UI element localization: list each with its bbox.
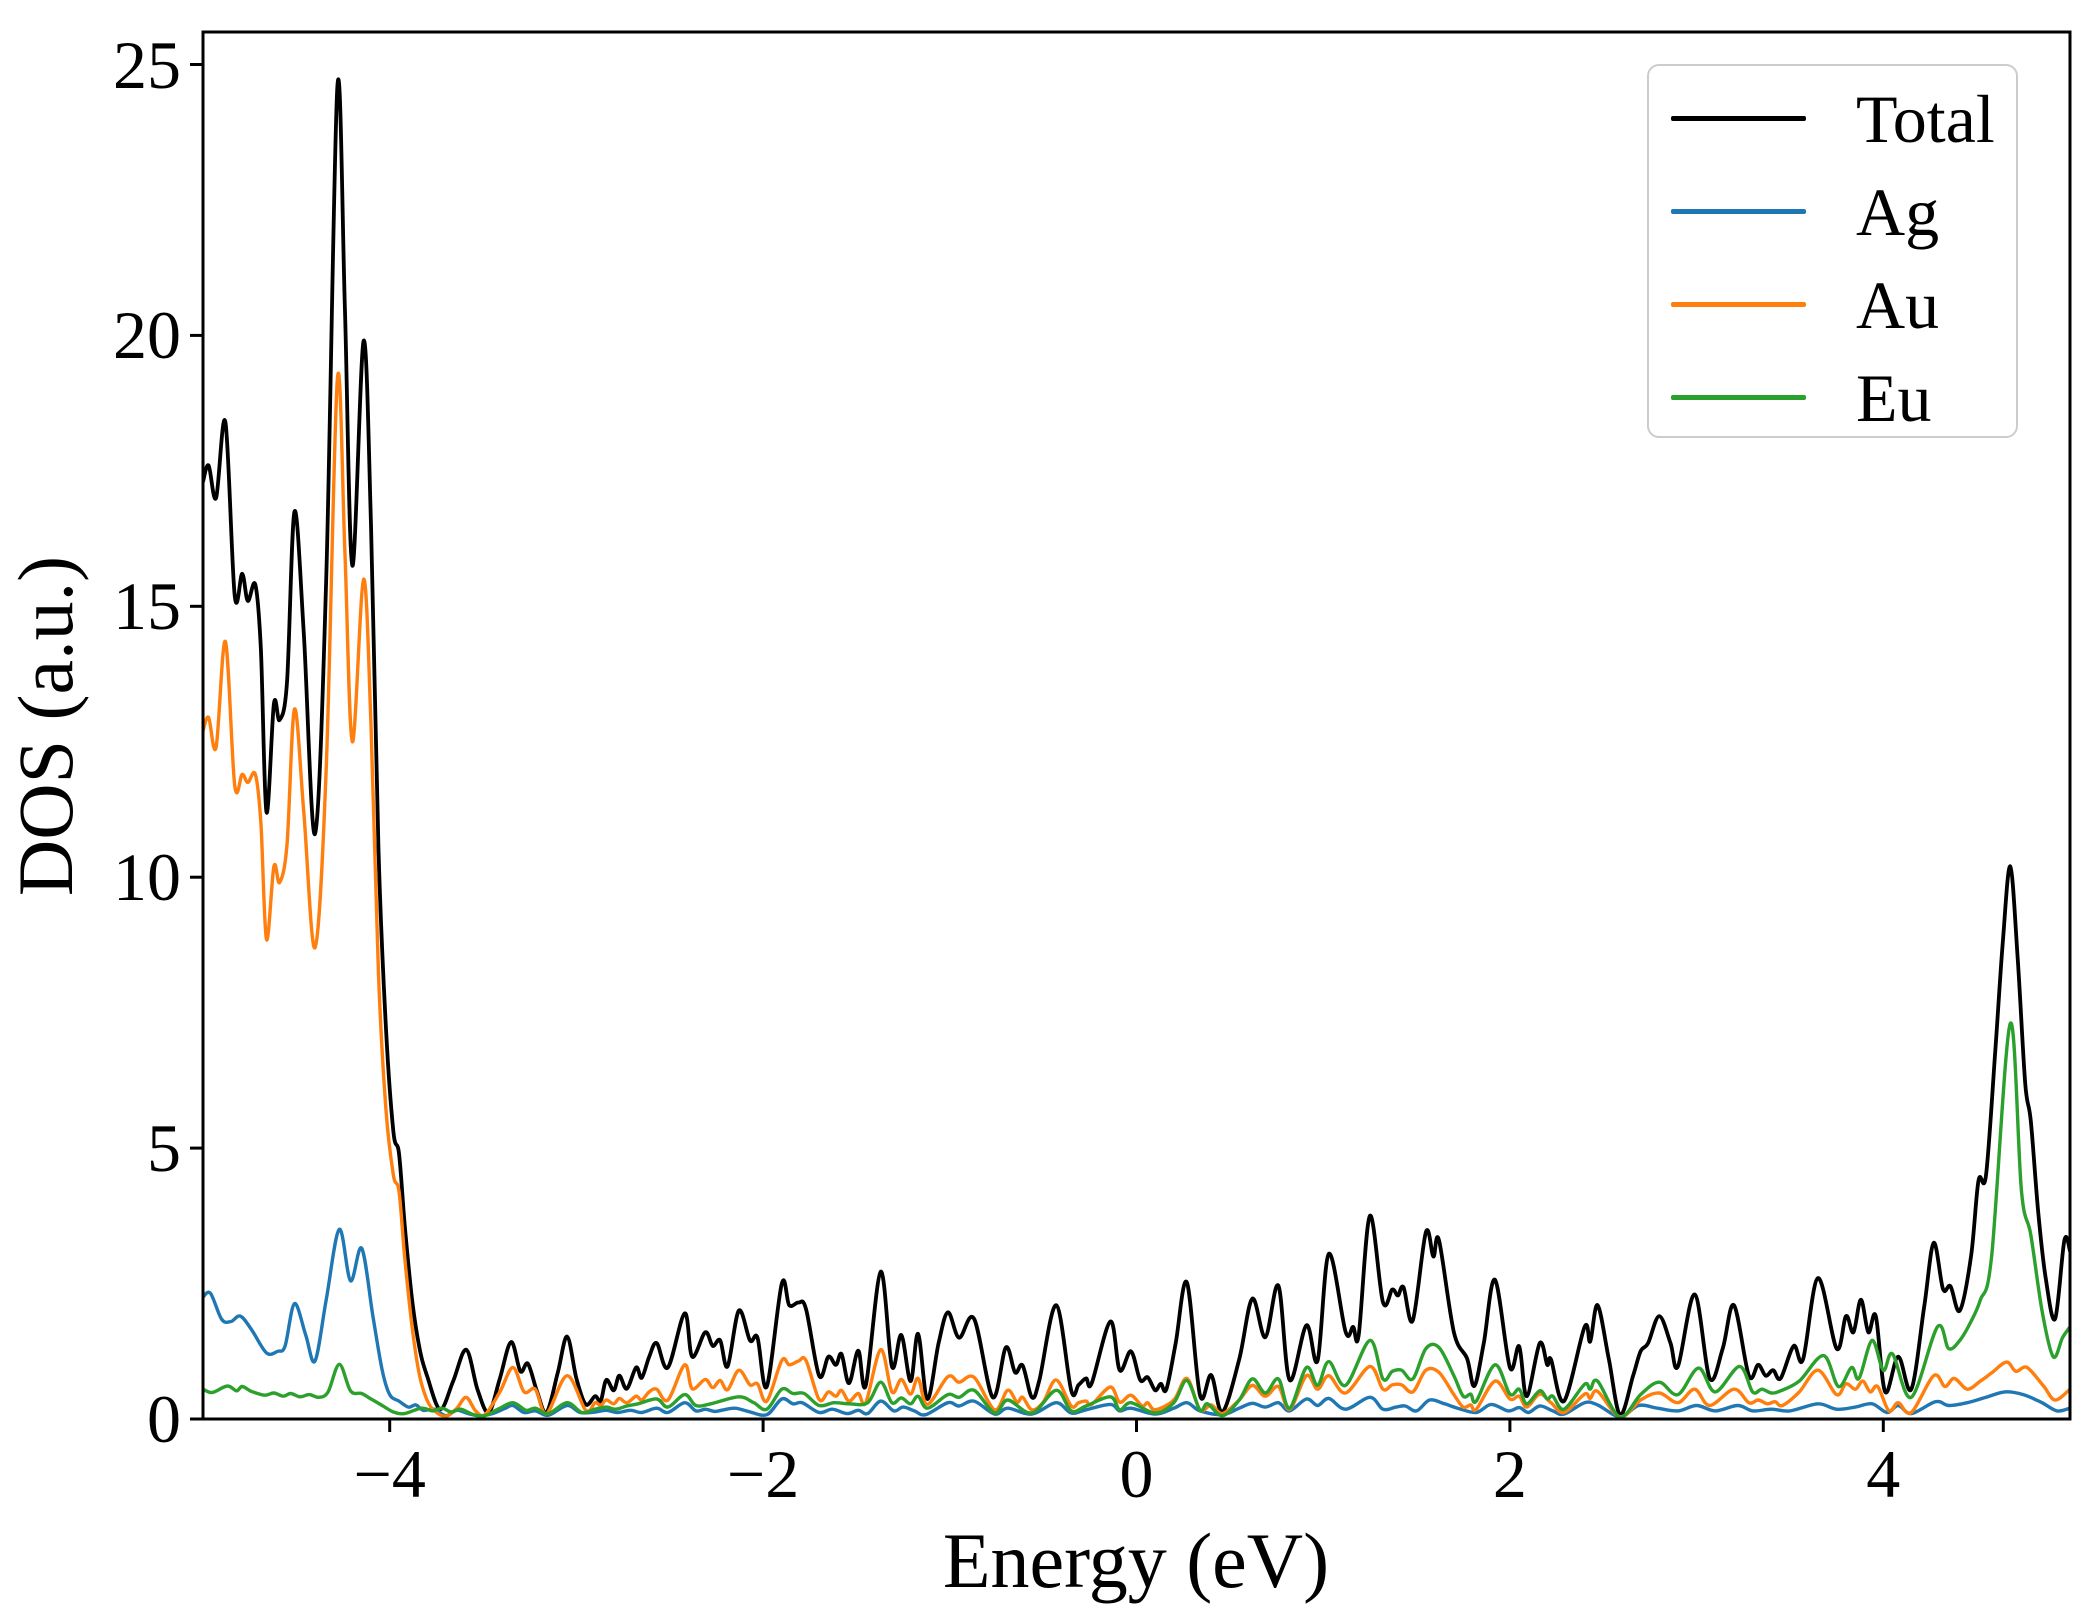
x-tick-label: 2: [1492, 1436, 1527, 1512]
legend-label: Eu: [1856, 359, 1932, 436]
series-line-au: [203, 371, 2070, 1419]
x-tick-label: 0: [1119, 1436, 1154, 1512]
legend-line-sample: [1671, 209, 1806, 214]
axis-ticks: [190, 63, 1885, 1432]
y-tick-label: 10: [113, 839, 181, 916]
x-tick-label: 4: [1866, 1436, 1901, 1512]
legend-entry-ag: Ag: [1649, 165, 2016, 258]
legend-entry-total: Total: [1649, 72, 2016, 165]
y-tick-label: 15: [113, 568, 181, 645]
legend-line-sample: [1671, 116, 1806, 121]
y-axis-label: DOS (a.u.): [2, 555, 89, 897]
y-tick-label: 0: [147, 1381, 181, 1457]
legend-entry-eu: Eu: [1649, 351, 2016, 444]
series-line-total: [203, 77, 2070, 1417]
legend-line-sample: [1671, 395, 1806, 400]
legend-label: Au: [1856, 266, 1940, 343]
x-tick-label: −4: [353, 1436, 426, 1512]
x-tick-label: −2: [726, 1436, 800, 1512]
axes-frame: [201, 30, 2072, 1421]
series-line-ag: [203, 1227, 2070, 1419]
series-line-eu: [203, 1021, 2070, 1419]
legend-label: Ag: [1856, 173, 1940, 250]
legend: Total Ag Au Eu: [1647, 64, 2018, 438]
y-tick-label: 20: [113, 297, 181, 374]
legend-line-sample: [1671, 302, 1806, 307]
y-tick-label: 25: [113, 26, 181, 103]
x-axis-label: Energy (eV): [942, 1517, 1330, 1604]
legend-label: Total: [1856, 80, 1995, 157]
legend-entry-au: Au: [1649, 258, 2016, 351]
y-tick-label: 5: [147, 1110, 181, 1187]
dos-curves: [203, 77, 2070, 1419]
